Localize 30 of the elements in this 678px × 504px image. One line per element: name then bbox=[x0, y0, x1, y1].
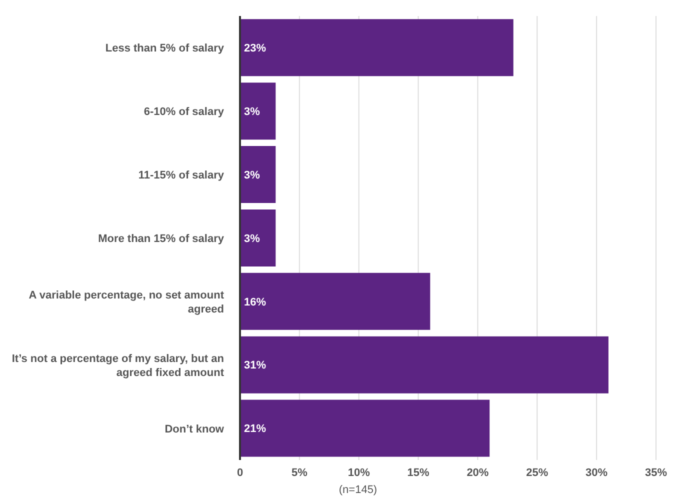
y-tick-label: A variable percentage, no set amount agreed bbox=[28, 289, 224, 316]
bar bbox=[240, 336, 608, 394]
data-label: 16% bbox=[244, 296, 266, 308]
x-tick-label: 20% bbox=[466, 466, 489, 479]
bar bbox=[240, 146, 276, 204]
bar bbox=[240, 82, 276, 140]
data-label: 3% bbox=[244, 106, 260, 118]
bar bbox=[240, 400, 490, 457]
x-tick-label: 0 bbox=[236, 466, 244, 479]
x-tick-label: 10% bbox=[348, 466, 370, 479]
text: (n=145) bbox=[338, 484, 378, 496]
data-label: 31% bbox=[244, 360, 266, 372]
y-tick-label: Less than 5% of salary bbox=[105, 42, 225, 55]
x-tick-label: 5% bbox=[291, 466, 308, 479]
data-label: 3% bbox=[244, 232, 260, 245]
bar bbox=[240, 272, 430, 330]
data-label: 3% bbox=[244, 169, 260, 182]
x-tick-label: 30% bbox=[586, 466, 608, 479]
bar bbox=[240, 19, 514, 76]
y-tick-label: 11-15% of salary bbox=[138, 170, 225, 182]
data-label: 21% bbox=[244, 423, 266, 436]
x-tick-label: 15% bbox=[407, 466, 430, 479]
y-tick-label: It’s not a percentage of my salary, but an agreed fixed amount bbox=[12, 352, 224, 379]
y-tick-label: 6-10% of salary bbox=[144, 106, 225, 118]
y-tick-label: Don’t know bbox=[164, 423, 224, 436]
y-tick-label: More than 15% of salary bbox=[98, 233, 225, 245]
data-label: 23% bbox=[244, 42, 266, 55]
bar bbox=[240, 209, 276, 266]
x-tick-label: 35% bbox=[644, 466, 668, 479]
x-tick-label: 25% bbox=[526, 466, 548, 479]
